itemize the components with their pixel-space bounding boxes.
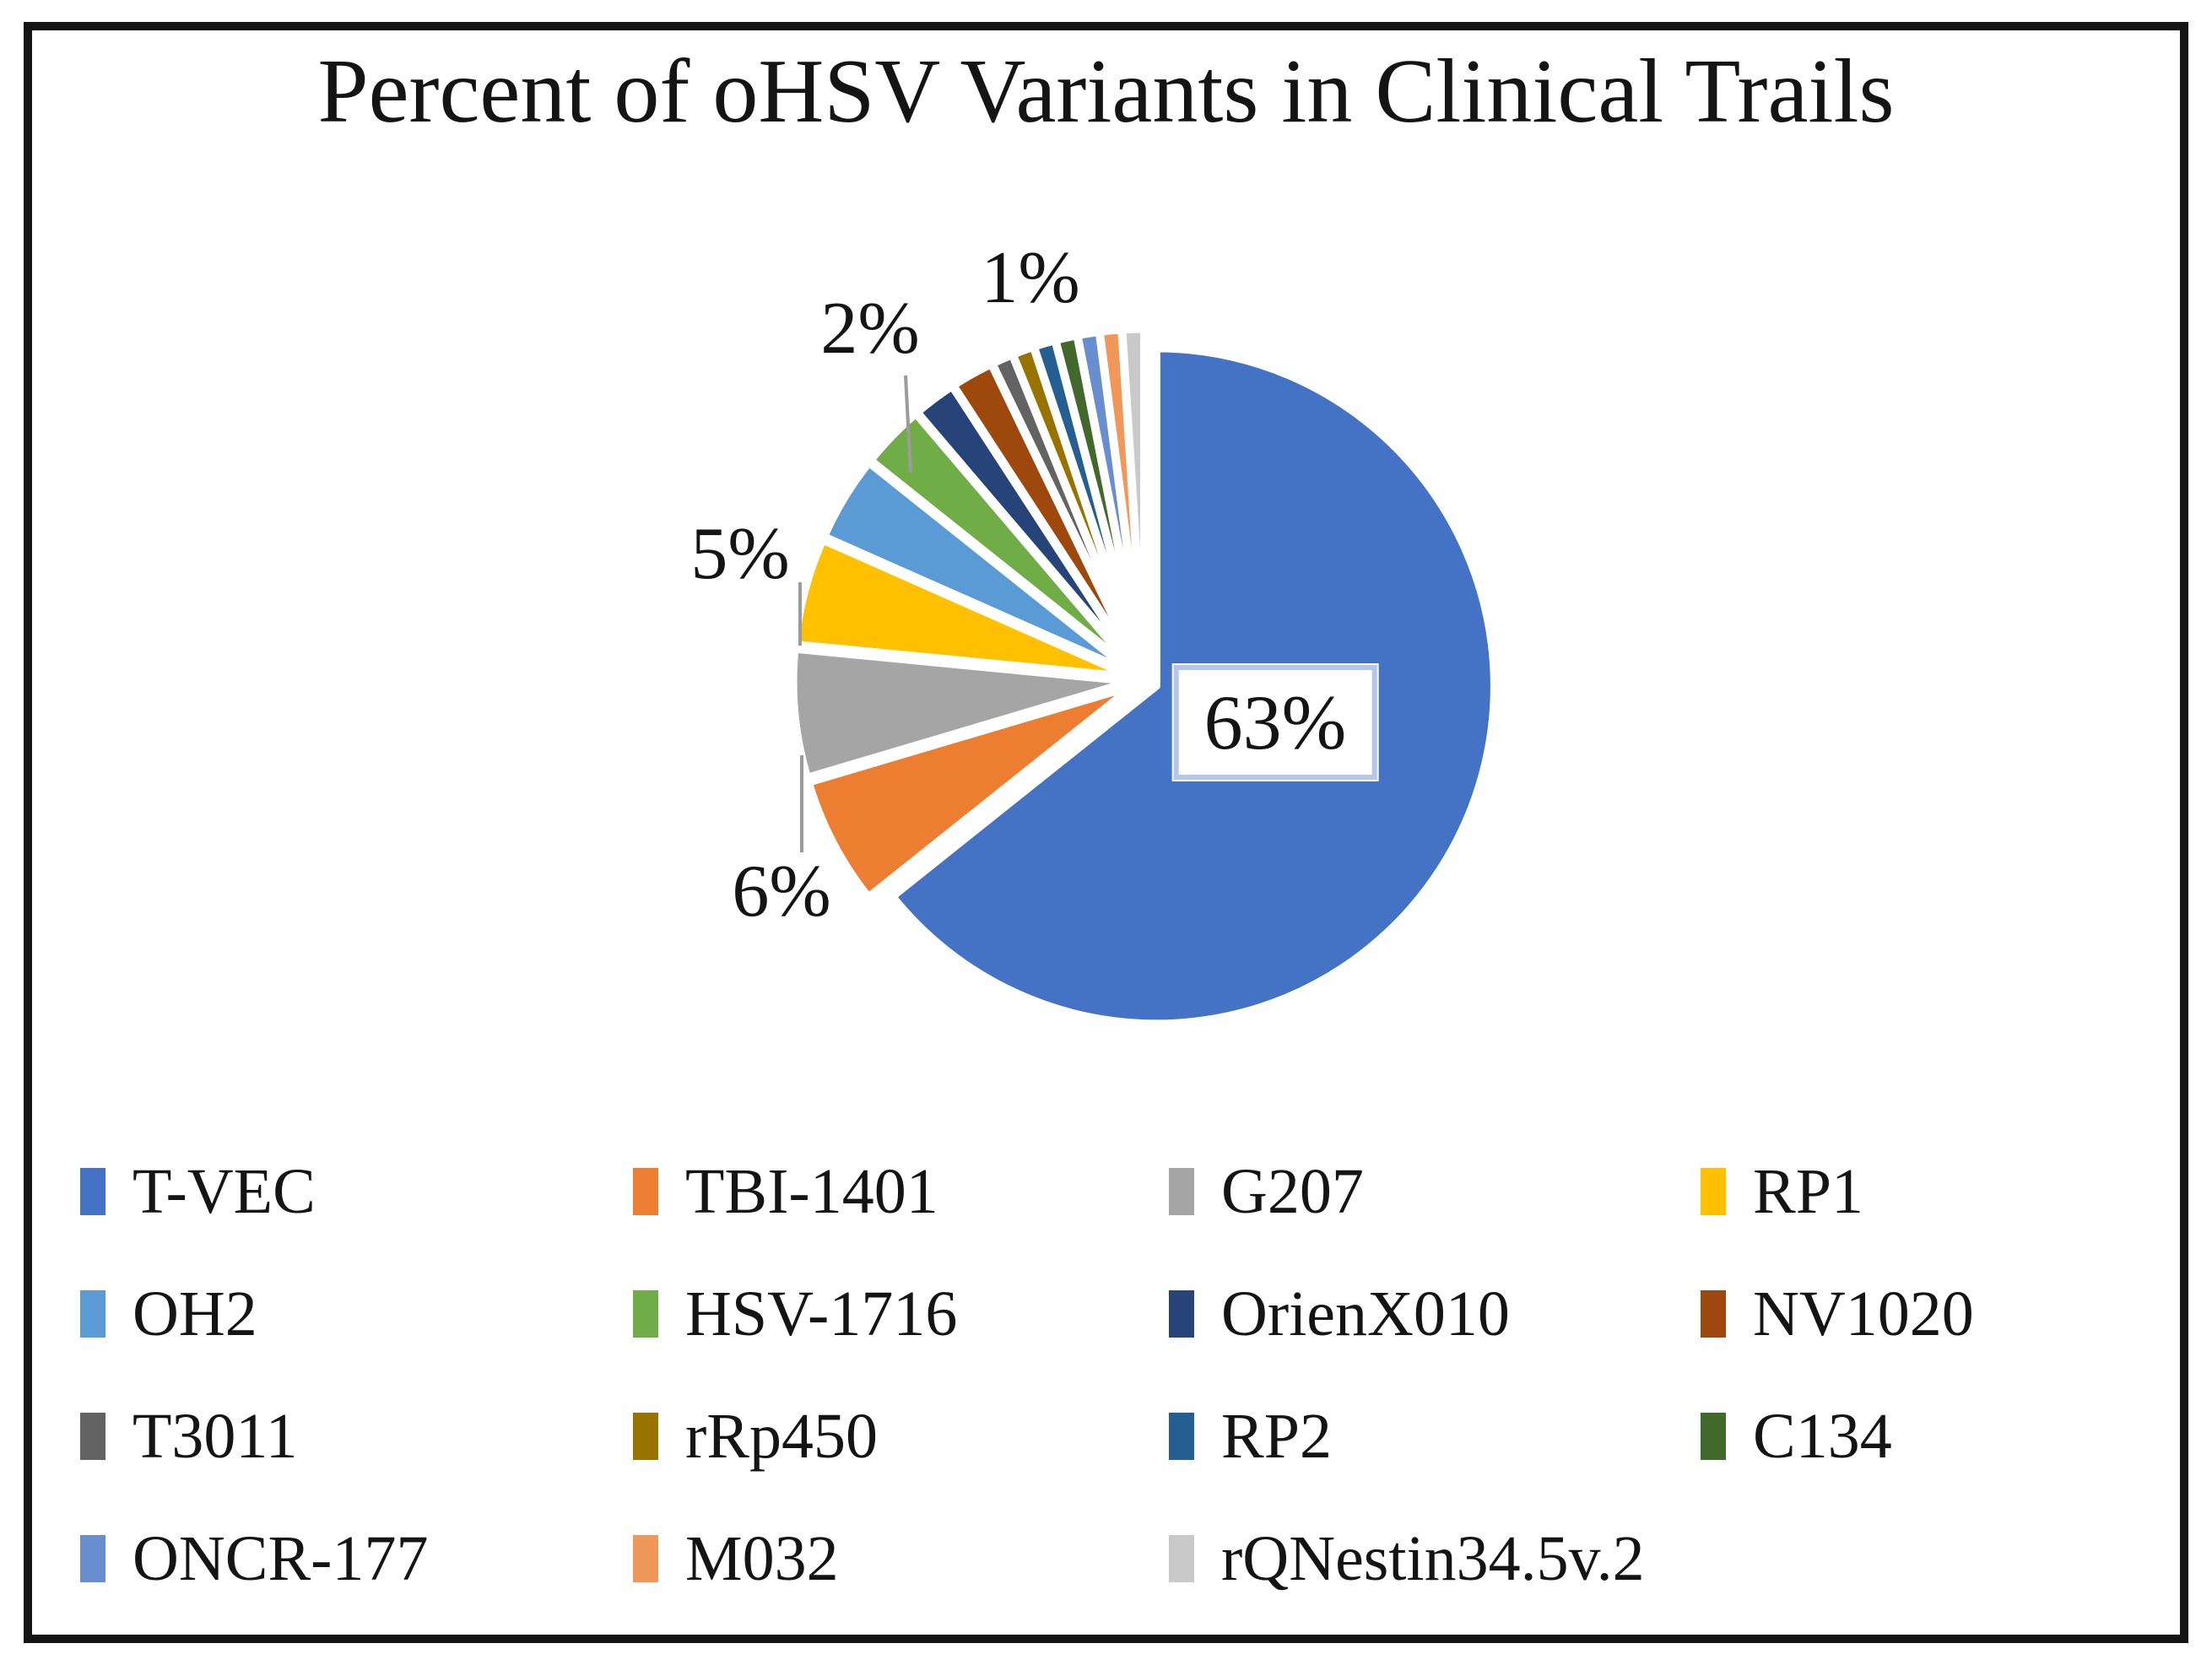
legend-swatch-c134 [1701,1413,1726,1460]
data-label-63: 63% [1173,665,1377,780]
legend-label: C134 [1753,1401,1892,1472]
legend-swatch-m032 [633,1535,658,1582]
legend-label: NV1020 [1753,1278,1974,1349]
legend-swatch-rqnestin34-5v-2 [1169,1535,1194,1582]
legend-swatch-oncr-177 [80,1535,105,1582]
legend-label: ONCR-177 [133,1523,429,1594]
legend-label: G207 [1221,1156,1364,1227]
pie-slice-rqnestin34-5v-2 [1118,325,1148,671]
label-leader-line [904,375,912,473]
legend-swatch-orienx010 [1169,1290,1194,1338]
legend-item-orienx010: OrienX010 [1169,1273,1510,1354]
pie-slice-g207 [789,645,1135,781]
legend-label: OH2 [133,1278,257,1349]
data-label-2: 2% [820,288,920,370]
legend-label: RP2 [1221,1401,1332,1472]
legend-item-rqnestin34-5v-2: rQNestin34.5v.2 [1169,1518,1645,1599]
pie-slice-tbi-1401 [804,682,1137,901]
legend-item-rrp450: rRp450 [633,1396,878,1477]
data-label-1: 1% [981,237,1080,319]
legend-item-nv1020: NV1020 [1701,1273,1974,1354]
legend-item-c134: C134 [1701,1396,1892,1477]
legend-item-t-vec: T-VEC [80,1151,316,1232]
legend-label: T-VEC [133,1156,316,1227]
legend-swatch-oh2 [80,1290,105,1338]
legend-item-g207: G207 [1169,1151,1364,1232]
legend-label: TBI-1401 [685,1156,938,1227]
legend-swatch-t3011 [80,1413,105,1460]
legend-item-tbi-1401: TBI-1401 [633,1151,938,1232]
legend-item-rp1: RP1 [1701,1151,1863,1232]
data-label-5: 5% [690,513,790,595]
legend-label: T3011 [133,1401,298,1472]
legend-label: rRp450 [685,1401,878,1472]
legend-swatch-tbi-1401 [633,1168,658,1215]
chart-title: Percent of oHSV Variants in Clinical Tra… [317,41,1895,142]
legend-item-hsv-1716: HSV-1716 [633,1273,957,1354]
data-label-6: 6% [732,851,831,933]
legend-item-oh2: OH2 [80,1273,257,1354]
legend-label: HSV-1716 [685,1278,958,1349]
legend-item-rp2: RP2 [1169,1396,1332,1477]
legend-label: RP1 [1753,1156,1863,1227]
legend-swatch-g207 [1169,1168,1194,1215]
legend-swatch-nv1020 [1701,1290,1726,1338]
legend-swatch-rp2 [1169,1413,1194,1460]
legend-swatch-hsv-1716 [633,1290,658,1338]
pie-slice-rp1 [791,536,1135,681]
legend-swatch-rp1 [1701,1168,1726,1215]
legend-item-m032: M032 [633,1518,839,1599]
legend-item-oncr-177: ONCR-177 [80,1518,428,1599]
legend-label: rQNestin34.5v.2 [1221,1523,1645,1594]
legend-label: OrienX010 [1221,1278,1510,1349]
legend-swatch-rrp450 [633,1413,658,1460]
legend-label: M032 [685,1523,839,1594]
legend-item-t3011: T3011 [80,1396,298,1477]
legend-swatch-t-vec [80,1168,105,1215]
